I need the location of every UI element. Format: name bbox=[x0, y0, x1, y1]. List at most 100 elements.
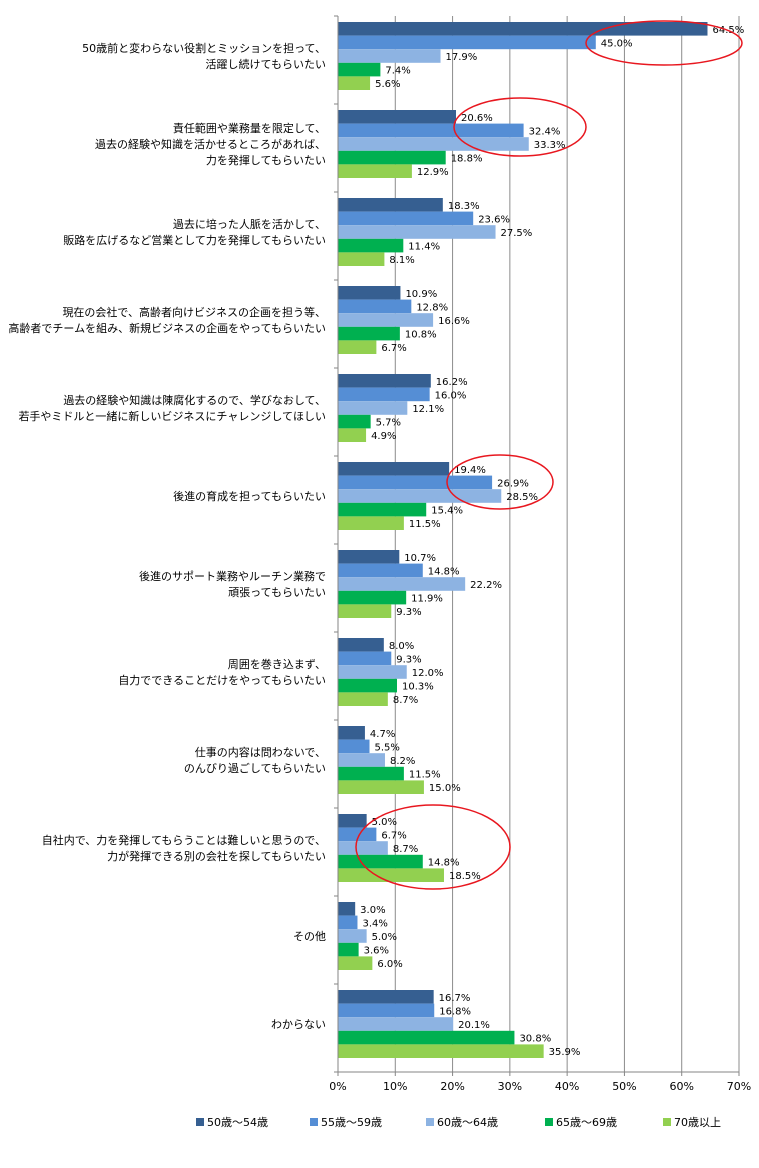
x-tick-label: 30% bbox=[498, 1080, 522, 1093]
bar bbox=[338, 340, 377, 354]
value-label: 18.3% bbox=[448, 201, 480, 212]
value-label: 10.7% bbox=[404, 553, 436, 564]
bar bbox=[338, 868, 444, 882]
value-label: 5.6% bbox=[375, 79, 400, 90]
bar bbox=[338, 62, 381, 77]
value-label: 22.2% bbox=[470, 580, 502, 591]
highlight-ovals bbox=[355, 20, 743, 890]
value-label: 11.5% bbox=[409, 770, 441, 781]
category-label: わからない bbox=[271, 1018, 326, 1031]
bar bbox=[338, 198, 443, 212]
bar bbox=[338, 489, 502, 503]
bar bbox=[338, 1030, 515, 1045]
category-label: 力が発揮できる別の会社を探してもらいたい bbox=[107, 849, 326, 863]
value-label: 23.6% bbox=[478, 214, 510, 225]
value-label: 5.7% bbox=[376, 418, 401, 429]
value-label: 16.8% bbox=[439, 1006, 471, 1017]
bar bbox=[338, 929, 367, 943]
bar bbox=[338, 22, 708, 36]
bar bbox=[338, 956, 373, 970]
bar bbox=[338, 313, 434, 327]
category-label: 高齢者でチームを組み、新規ビジネスの企画をやってもらいたい bbox=[8, 321, 326, 335]
value-label: 8.2% bbox=[390, 756, 415, 767]
legend-label: 50歳～54歳 bbox=[207, 1116, 268, 1129]
value-label: 6.0% bbox=[377, 959, 402, 970]
category-label: 活躍し続けてもらいたい bbox=[206, 57, 326, 71]
value-label: 26.9% bbox=[497, 478, 529, 489]
value-label: 33.3% bbox=[534, 140, 566, 151]
value-label: 18.8% bbox=[451, 154, 483, 165]
value-label: 14.8% bbox=[428, 566, 460, 577]
value-label: 8.0% bbox=[389, 641, 414, 652]
value-label: 20.6% bbox=[461, 113, 493, 124]
bar bbox=[338, 854, 423, 869]
bar bbox=[338, 942, 359, 957]
bar-series bbox=[338, 22, 708, 1058]
value-label: 6.7% bbox=[381, 343, 406, 354]
category-label: 50歳前と変わらない役割とミッションを担って、 bbox=[82, 41, 326, 55]
bar bbox=[338, 590, 407, 605]
value-label: 5.5% bbox=[375, 742, 400, 753]
bar bbox=[338, 225, 496, 239]
value-label: 3.6% bbox=[364, 946, 389, 957]
x-tick-label: 20% bbox=[440, 1080, 464, 1093]
bar bbox=[338, 475, 493, 490]
value-label: 14.8% bbox=[428, 858, 460, 869]
value-label: 27.5% bbox=[501, 228, 533, 239]
value-labels: 64.5%20.6%18.3%10.9%16.2%19.4%10.7%8.0%4… bbox=[360, 25, 744, 1058]
bar bbox=[338, 726, 365, 740]
category-label: 後進の育成を担ってもらいたい bbox=[173, 489, 326, 503]
category-label: 過去の経験や知識は陳腐化するので、学びなおして、 bbox=[63, 393, 326, 407]
value-label: 3.0% bbox=[360, 905, 385, 916]
value-label: 12.0% bbox=[412, 668, 444, 679]
value-label: 28.5% bbox=[506, 492, 538, 503]
bar bbox=[338, 299, 412, 314]
bar bbox=[338, 665, 407, 679]
bar bbox=[338, 1017, 454, 1031]
value-label: 20.1% bbox=[458, 1020, 490, 1031]
bar bbox=[338, 516, 404, 530]
bar bbox=[338, 739, 370, 754]
value-label: 17.9% bbox=[446, 52, 478, 63]
value-label: 16.0% bbox=[435, 390, 467, 401]
legend-label: 70歳以上 bbox=[674, 1116, 721, 1129]
value-label: 8.7% bbox=[393, 844, 418, 855]
bar bbox=[338, 252, 385, 266]
category-label: 過去の経験や知識を活かせるところがあれば、 bbox=[95, 137, 326, 151]
value-label: 30.8% bbox=[519, 1034, 551, 1045]
category-label: のんびり過ごしてもらいたい bbox=[184, 761, 326, 775]
bar bbox=[338, 841, 388, 855]
value-label: 16.7% bbox=[439, 993, 471, 1004]
value-label: 7.4% bbox=[385, 66, 410, 77]
category-label: 販路を広げるなど営業として力を発揮してもらいたい bbox=[63, 233, 326, 247]
value-label: 5.0% bbox=[372, 817, 397, 828]
highlight-oval bbox=[453, 97, 587, 157]
bar bbox=[338, 123, 524, 138]
bar bbox=[338, 35, 596, 50]
highlight-oval bbox=[355, 804, 511, 890]
x-tick-label: 40% bbox=[555, 1080, 579, 1093]
bar bbox=[338, 49, 441, 63]
bar bbox=[338, 902, 356, 916]
bar bbox=[338, 563, 423, 578]
legend-swatch bbox=[196, 1118, 204, 1126]
value-label: 4.7% bbox=[370, 729, 395, 740]
category-label: 後進のサポート業務やルーチン業務で bbox=[139, 569, 326, 583]
value-label: 16.2% bbox=[436, 377, 468, 388]
bar bbox=[338, 604, 392, 618]
value-label: 19.4% bbox=[454, 465, 486, 476]
value-label: 15.0% bbox=[429, 783, 461, 794]
bar bbox=[338, 1044, 544, 1058]
bar bbox=[338, 990, 434, 1004]
bar bbox=[338, 286, 401, 300]
bar bbox=[338, 678, 398, 693]
value-label: 18.5% bbox=[449, 871, 481, 882]
value-label: 8.1% bbox=[389, 255, 414, 266]
value-label: 5.0% bbox=[372, 932, 397, 943]
legend-label: 60歳～64歳 bbox=[437, 1116, 498, 1129]
x-tick-label: 70% bbox=[727, 1080, 751, 1093]
x-tick-label: 10% bbox=[383, 1080, 407, 1093]
bar bbox=[338, 651, 392, 666]
x-tick-label: 50% bbox=[612, 1080, 636, 1093]
bar bbox=[338, 915, 358, 930]
